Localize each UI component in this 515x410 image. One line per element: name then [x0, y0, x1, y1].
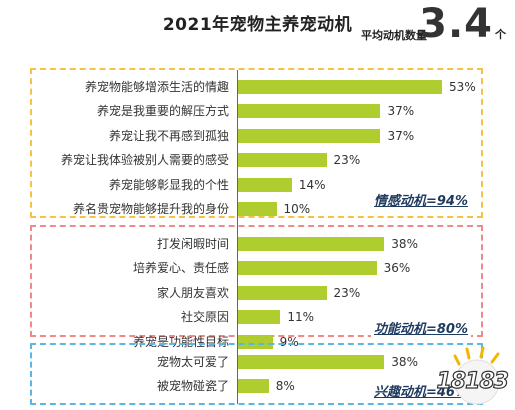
category-label: 养宠是功能性目标	[132, 334, 229, 349]
bar	[238, 128, 381, 143]
bar-value-label: 8%	[275, 379, 295, 394]
bar-value-label: 53%	[449, 80, 476, 94]
bar-value-label: 37%	[387, 104, 415, 119]
bar-value-label: 23%	[333, 285, 361, 300]
bar	[238, 104, 381, 119]
bar-value-label: 38%	[391, 355, 418, 369]
avg-motive-value: 3.4	[419, 1, 493, 47]
chart-title: 2021年宠物主养宠动机	[162, 15, 353, 35]
bar	[238, 310, 281, 325]
bar-value-label: 14%	[298, 177, 326, 192]
bar-value-label: 10%	[283, 202, 311, 216]
bar	[238, 177, 292, 192]
category-label: 养宠是我重要的解压方式	[96, 104, 229, 119]
emotion-group-box	[30, 68, 483, 218]
bar-value-label: 9%	[279, 334, 299, 349]
bar	[238, 261, 377, 276]
category-label: 培养爱心、责任感	[132, 261, 229, 276]
category-label: 养宠让我不再感到孤独	[108, 128, 229, 143]
avg-motive-unit: 个	[495, 28, 506, 41]
watermark-text: 18183	[436, 368, 510, 394]
bar	[238, 237, 385, 251]
bar	[238, 334, 273, 349]
bar-value-label: 36%	[383, 261, 411, 276]
bar	[238, 355, 385, 369]
emotion-total-label: 情感动机=94%	[370, 190, 471, 209]
category-label: 养名贵宠物能够提升我的身份	[72, 202, 229, 216]
category-label: 社交原因	[180, 310, 229, 325]
function-total-label: 功能动机=80%	[370, 318, 471, 337]
bar	[238, 202, 277, 216]
bar	[238, 153, 327, 168]
bar	[238, 285, 327, 300]
bar-value-label: 11%	[287, 310, 315, 325]
bar	[238, 379, 269, 394]
category-label: 养宠能够彰显我的个性	[108, 177, 229, 192]
category-label: 家人朋友喜欢	[156, 285, 229, 300]
category-label: 养宠物能够增添生活的情趣	[84, 80, 229, 94]
interest-total-label: 兴趣动机=46%	[370, 381, 471, 400]
avg-motive-label: 平均动机数量	[361, 29, 427, 42]
category-label: 宠物太可爱了	[156, 355, 229, 369]
bar	[238, 80, 443, 94]
category-label: 被宠物碰瓷了	[156, 379, 229, 394]
bar-value-label: 23%	[333, 153, 361, 168]
category-label: 养宠让我体验被别人需要的感受	[60, 153, 229, 168]
18183-logo-icon	[453, 346, 500, 405]
category-axis	[237, 70, 238, 404]
bar-value-label: 37%	[387, 128, 415, 143]
bar-value-label: 38%	[391, 237, 418, 251]
category-label: 打发闲暇时间	[156, 237, 229, 251]
